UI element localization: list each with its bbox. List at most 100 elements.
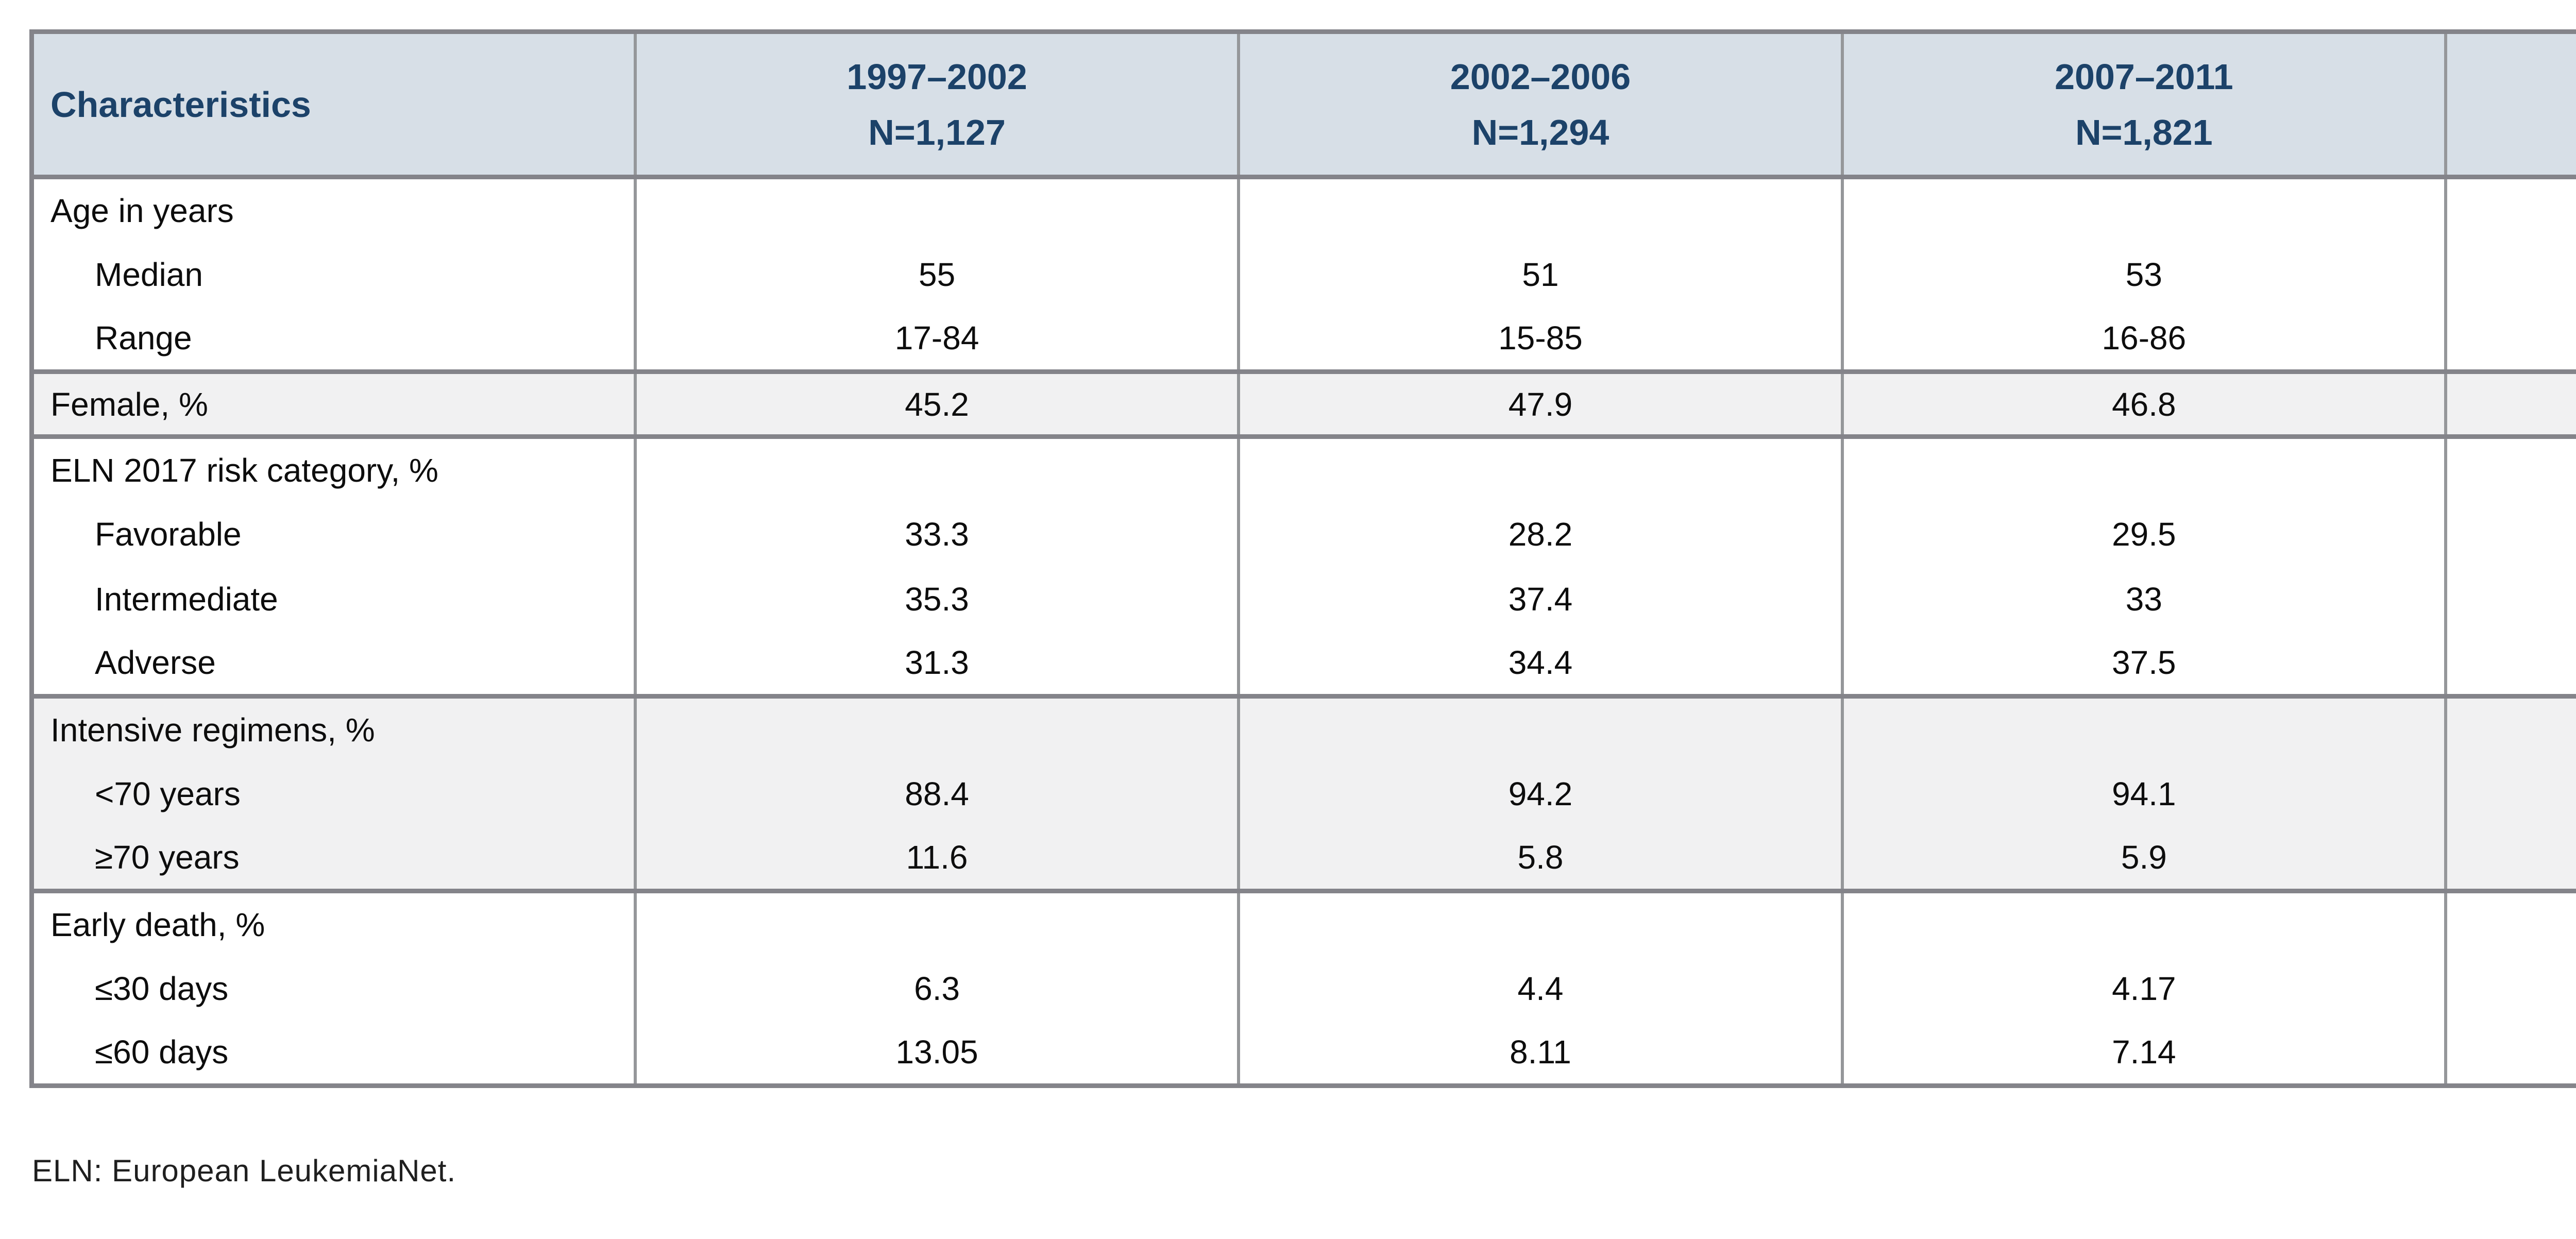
footnote: ELN: European LeukemiaNet.: [32, 1153, 456, 1188]
row-label: ELN 2017 risk category, %: [31, 434, 637, 502]
table-row: Intensive regimens, %: [31, 694, 2576, 761]
cell-value: 31.3: [633, 631, 1241, 697]
cell-value: [633, 694, 1241, 761]
column-header-label: Characteristics: [50, 84, 311, 125]
cell-value: 93.5: [2444, 761, 2576, 826]
cell-value: 33: [1840, 566, 2448, 632]
cell-value: [1237, 694, 1844, 761]
cell-value: [2444, 889, 2576, 956]
table-row: Early death, %: [31, 889, 2576, 956]
column-header-characteristics: Characteristics: [31, 31, 637, 179]
column-header-period: 2007–2011 N=1,821: [1840, 31, 2448, 179]
row-label: ≥70 years: [31, 826, 637, 891]
column-header-label: 2007–2011: [2055, 56, 2233, 97]
row-label: ≤30 days: [31, 956, 637, 1021]
cell-value: [1840, 694, 2448, 761]
cell-value: [2444, 434, 2576, 502]
table-header: Characteristics 1997–2002 N=1,127 2002–2006…: [31, 31, 2576, 179]
table-row: Age in years: [31, 175, 2576, 242]
cell-value: 2.5: [2444, 956, 2576, 1021]
table-row: Female, %45.247.946.846.2: [31, 369, 2576, 437]
row-label: Favorable: [31, 501, 637, 567]
cell-value: 15-85: [1237, 307, 1844, 372]
row-label: Intensive regimens, %: [31, 694, 637, 761]
cell-value: 17-85: [2444, 307, 2576, 372]
cell-value: 34.4: [1237, 631, 1844, 697]
row-label: Early death, %: [31, 889, 637, 956]
cell-value: 37.5: [1840, 631, 2448, 697]
cell-value: 28.2: [1237, 501, 1844, 567]
table-row: ELN 2017 risk category, %: [31, 434, 2576, 502]
column-header-period: 1997–2002 N=1,127: [633, 31, 1241, 179]
cell-value: 5.9: [1840, 826, 2448, 891]
table-row: Median55515355: [31, 242, 2576, 307]
cell-value: 51: [1237, 242, 1844, 307]
cell-value: 45.2: [633, 369, 1241, 437]
cell-value: 4.17: [1840, 956, 2448, 1021]
cell-value: 47.9: [1237, 369, 1844, 437]
cell-value: [1237, 889, 1844, 956]
row-label: Range: [31, 307, 637, 372]
cell-value: [1840, 889, 2448, 956]
cell-value: 46.2: [2444, 369, 2576, 437]
cell-value: 55: [2444, 242, 2576, 307]
column-header-n: N=1,294: [1471, 112, 1609, 152]
cell-value: 29.5: [1840, 501, 2448, 567]
column-header-period: 2012–2016N=1,117: [2444, 31, 2576, 179]
cell-value: 94.1: [1840, 761, 2448, 826]
row-label: Adverse: [31, 631, 637, 697]
row-label: Median: [31, 242, 637, 307]
cell-value: [633, 434, 1241, 502]
header-row: Characteristics 1997–2002 N=1,127 2002–2006…: [31, 31, 2576, 179]
cell-value: 94.2: [1237, 761, 1844, 826]
cell-value: [633, 889, 1241, 956]
cell-value: 11.6: [633, 826, 1241, 891]
cell-value: [2444, 175, 2576, 242]
cell-value: 33.3: [633, 501, 1241, 567]
column-header-n: N=1,127: [868, 112, 1006, 152]
characteristics-table: Characteristics 1997–2002 N=1,127 2002–2006…: [29, 29, 2576, 1088]
table-body: Age in yearsMedian55515355Range17-8415-8…: [31, 175, 2576, 1086]
cell-value: 28: [2444, 501, 2576, 567]
cell-value: [1237, 434, 1844, 502]
cell-value: 88.4: [633, 761, 1241, 826]
cell-value: 6.3: [633, 956, 1241, 1021]
cell-value: [2444, 694, 2576, 761]
cell-value: 8.11: [1237, 1021, 1844, 1086]
cell-value: 4.74: [2444, 1021, 2576, 1086]
cell-value: 6.5: [2444, 826, 2576, 891]
cell-value: 16-86: [1840, 307, 2448, 372]
cell-value: 53: [1840, 242, 2448, 307]
column-header-period: 2002–2006 N=1,294: [1237, 31, 1844, 179]
cell-value: [633, 175, 1241, 242]
cell-value: 7.14: [1840, 1021, 2448, 1086]
cell-value: [1840, 434, 2448, 502]
cell-value: 13.05: [633, 1021, 1241, 1086]
row-label: Intermediate: [31, 566, 637, 632]
cell-value: 27.5: [2444, 566, 2576, 632]
cell-value: 37.4: [1237, 566, 1844, 632]
cell-value: [1237, 175, 1844, 242]
column-header-label: 1997–2002: [846, 56, 1027, 97]
cell-value: 44.5: [2444, 631, 2576, 697]
column-header-n: N=1,821: [2075, 112, 2213, 152]
cell-value: 35.3: [633, 566, 1241, 632]
row-label: <70 years: [31, 761, 637, 826]
column-header-label: 2002–2006: [1450, 56, 1631, 97]
row-label: ≤60 days: [31, 1021, 637, 1086]
row-label: Age in years: [31, 175, 637, 242]
row-label: Female, %: [31, 369, 637, 437]
cell-value: 55: [633, 242, 1241, 307]
cell-value: 5.8: [1237, 826, 1844, 891]
cell-value: 4.4: [1237, 956, 1844, 1021]
cell-value: [1840, 175, 2448, 242]
cell-value: 17-84: [633, 307, 1241, 372]
